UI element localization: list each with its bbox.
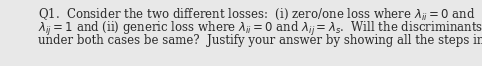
Text: under both cases be same?  Justify your answer by showing all the steps involved: under both cases be same? Justify your a… [38,34,482,47]
Text: Q1.  Consider the two different losses:  (i) zero/one loss where $\lambda_{ii} =: Q1. Consider the two different losses: (… [38,6,475,22]
Text: $\lambda_{ij} = 1$ and (ii) generic loss where $\lambda_{ii} = 0$ and $\lambda_{: $\lambda_{ij} = 1$ and (ii) generic loss… [38,20,482,38]
